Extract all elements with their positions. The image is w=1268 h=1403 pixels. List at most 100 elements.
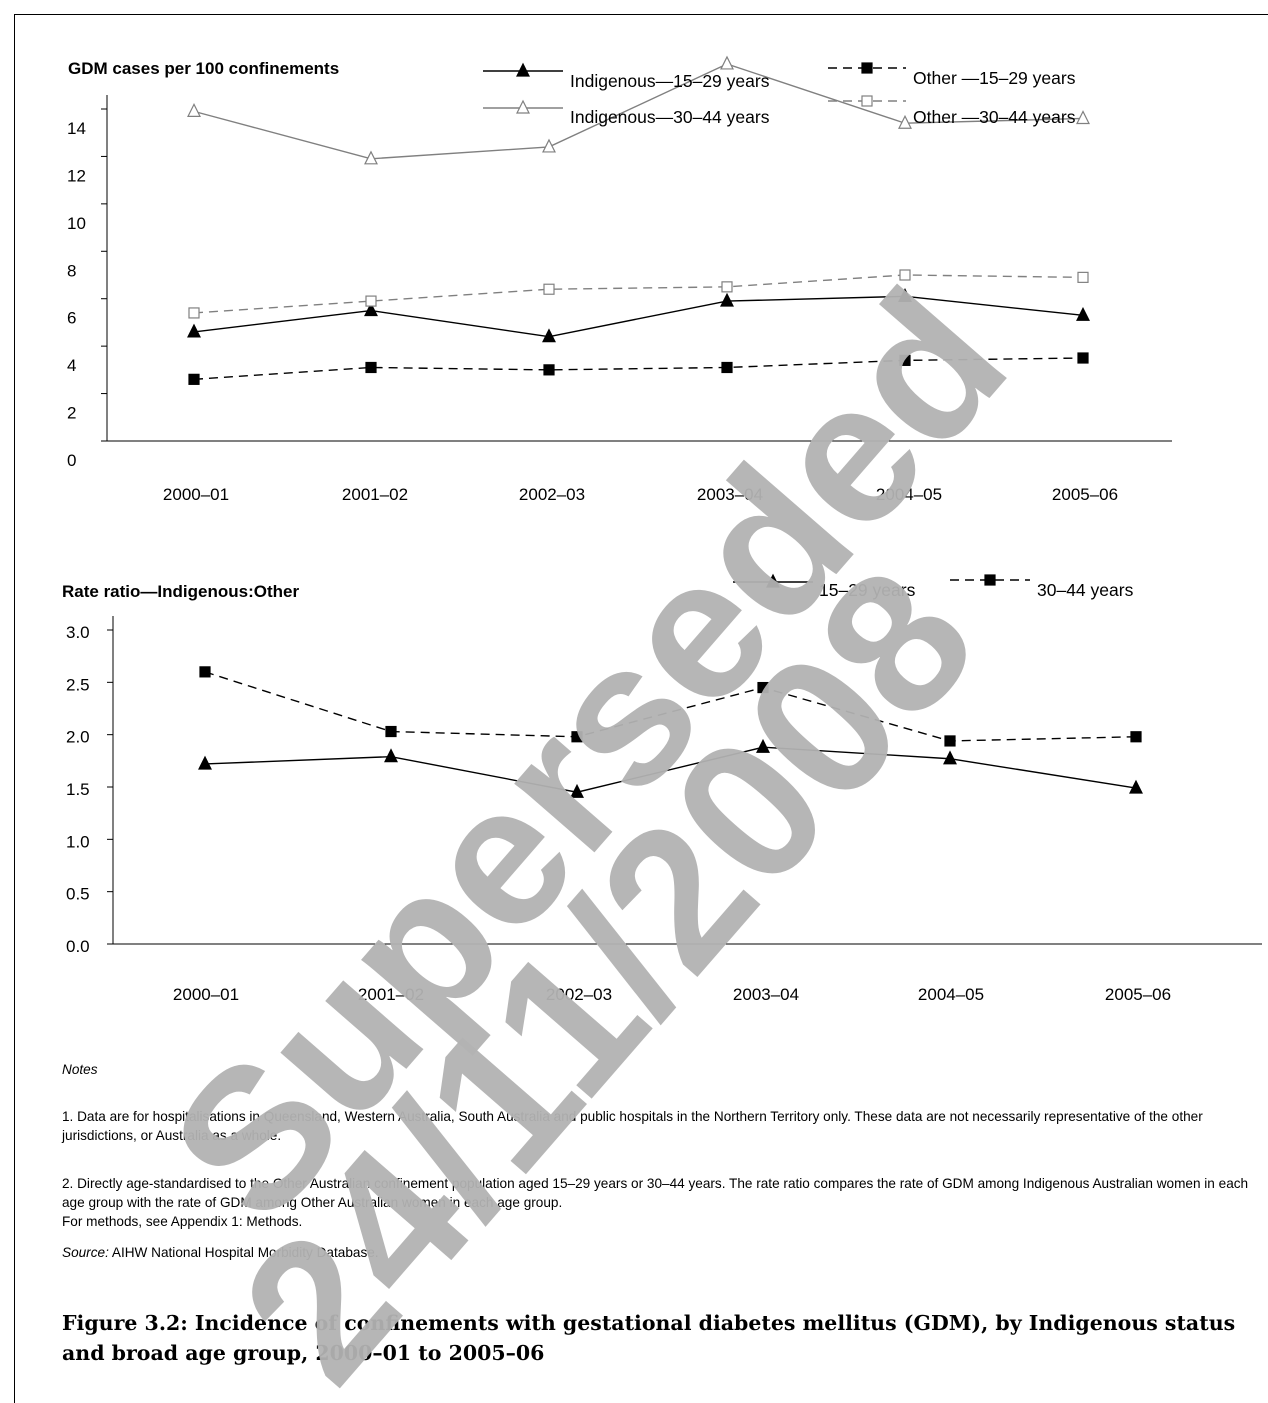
chart-rate-ratio: Rate ratio—Indigenous:Other 0.0 0.5 1.0 1.5 2… [62, 573, 1262, 1004]
series-4 [188, 269, 1089, 319]
data-point [571, 731, 583, 743]
x-tick-label: 2001–02 [358, 985, 424, 1004]
series-line [204, 746, 1137, 793]
data-point [187, 323, 201, 338]
data-point [199, 666, 211, 678]
data-point [899, 354, 911, 366]
data-point [756, 738, 770, 753]
y-tick-label: 12 [67, 166, 86, 185]
source-label: Source: [62, 1245, 109, 1260]
y-tick-label: 1.0 [66, 832, 90, 851]
data-point [944, 735, 956, 747]
x-tick-label: 2005–06 [1052, 485, 1118, 504]
data-point [187, 103, 201, 117]
series-1 [198, 738, 1143, 798]
data-point [943, 750, 957, 765]
series-line [193, 63, 1084, 160]
y-tick-label: 1.5 [66, 780, 90, 799]
data-point [385, 725, 397, 738]
legend-marker [516, 99, 530, 114]
data-point [198, 755, 212, 770]
legend-label: Indigenous—30–44 years [570, 107, 770, 127]
y-tick-label: 4 [67, 356, 76, 375]
data-point [543, 283, 555, 295]
y-tick-label: 3.0 [66, 623, 90, 642]
y-tick-label: 14 [67, 119, 86, 138]
chart-title: Rate ratio—Indigenous:Other [62, 582, 299, 601]
data-point [1076, 306, 1090, 321]
data-point [364, 302, 378, 317]
data-point [720, 55, 734, 70]
figure-caption: Figure 3.2: Incidence of confinements wi… [62, 1311, 1236, 1365]
data-point [570, 783, 584, 798]
note-1: 1. Data are for hospitalisations in Quee… [62, 1109, 1203, 1143]
series-line [193, 357, 1084, 381]
page-frame [14, 14, 1268, 1403]
x-tick-label: 2005–06 [1105, 985, 1171, 1004]
legend-label: 30–44 years [1037, 580, 1134, 600]
y-tick-label: 2 [67, 404, 76, 423]
y-tick-label: 0.5 [66, 885, 90, 904]
source-text: AIHW National Hospital Morbidity Databas… [108, 1245, 379, 1260]
data-point [1129, 779, 1143, 794]
legend-marker [766, 573, 780, 588]
data-point [720, 292, 734, 307]
data-point [188, 307, 200, 319]
data-point [757, 681, 769, 694]
data-point [898, 288, 912, 302]
legend-marker [861, 95, 873, 107]
data-point [1077, 271, 1089, 283]
x-tick-label: 2002–03 [519, 485, 585, 504]
legend-marker [516, 62, 530, 77]
data-point [543, 364, 555, 376]
data-point [188, 373, 200, 385]
legend-entry-4: Other —30–44 years [828, 95, 1076, 127]
legend-label: Other —30–44 years [913, 107, 1076, 127]
data-point [1130, 731, 1142, 743]
source-line: Source: AIHW National Hospital Morbidity… [62, 1243, 379, 1262]
note-2-text: 2. Directly age-standardised to the Othe… [62, 1176, 1249, 1210]
data-point [364, 150, 378, 165]
data-point [365, 295, 377, 307]
legend-entry-1: 15–29 years [733, 573, 916, 600]
series-2 [188, 352, 1089, 385]
legend-label: Indigenous—15–29 years [570, 71, 770, 91]
legend-entry-1: Indigenous—15–29 years [483, 62, 770, 91]
data-point [899, 269, 911, 281]
data-point [542, 328, 556, 343]
legend-entry-2: Other —15–29 years [828, 62, 1076, 88]
x-tick-label: 2004–05 [918, 985, 984, 1004]
data-point [365, 361, 377, 374]
y-tick-label: 2.0 [66, 728, 90, 747]
x-tick-label: 2002–03 [546, 985, 612, 1004]
data-point [1076, 110, 1090, 125]
note-2-methods: For methods, see Appendix 1: Methods. [62, 1214, 303, 1229]
x-tick-label: 2001–02 [342, 485, 408, 504]
series-line [193, 274, 1084, 314]
series-1 [187, 288, 1090, 343]
data-point [384, 748, 398, 763]
legend-label: Other —15–29 years [913, 68, 1076, 88]
series-3 [187, 55, 1090, 165]
legend-marker [984, 574, 996, 586]
notes-heading: Notes [62, 1062, 98, 1077]
y-tick-label: 8 [67, 261, 76, 280]
chart-gdm-cases: GDM cases per 100 confinements 0 2 4 6 8 10 12 1… [67, 55, 1172, 504]
x-tick-label: 2004–05 [876, 485, 942, 504]
data-point [721, 281, 733, 293]
legend-entry-3: Indigenous—30–44 years [483, 99, 770, 127]
y-tick-label: 0 [67, 451, 76, 470]
y-tick-label: 10 [67, 214, 86, 233]
y-tick-label: 6 [67, 309, 76, 328]
legend-marker [861, 62, 873, 74]
note-2: 2. Directly age-standardised to the Othe… [62, 1174, 1262, 1231]
data-point [542, 138, 556, 153]
x-tick-label: 2003–04 [733, 985, 799, 1004]
data-point [721, 361, 733, 374]
y-tick-label: 2.5 [66, 675, 90, 694]
x-tick-label: 2000–01 [163, 485, 229, 504]
series-line [193, 295, 1084, 338]
x-tick-label: 2000–01 [173, 985, 239, 1004]
data-point [898, 114, 912, 129]
y-tick-label: 0.0 [66, 937, 90, 956]
